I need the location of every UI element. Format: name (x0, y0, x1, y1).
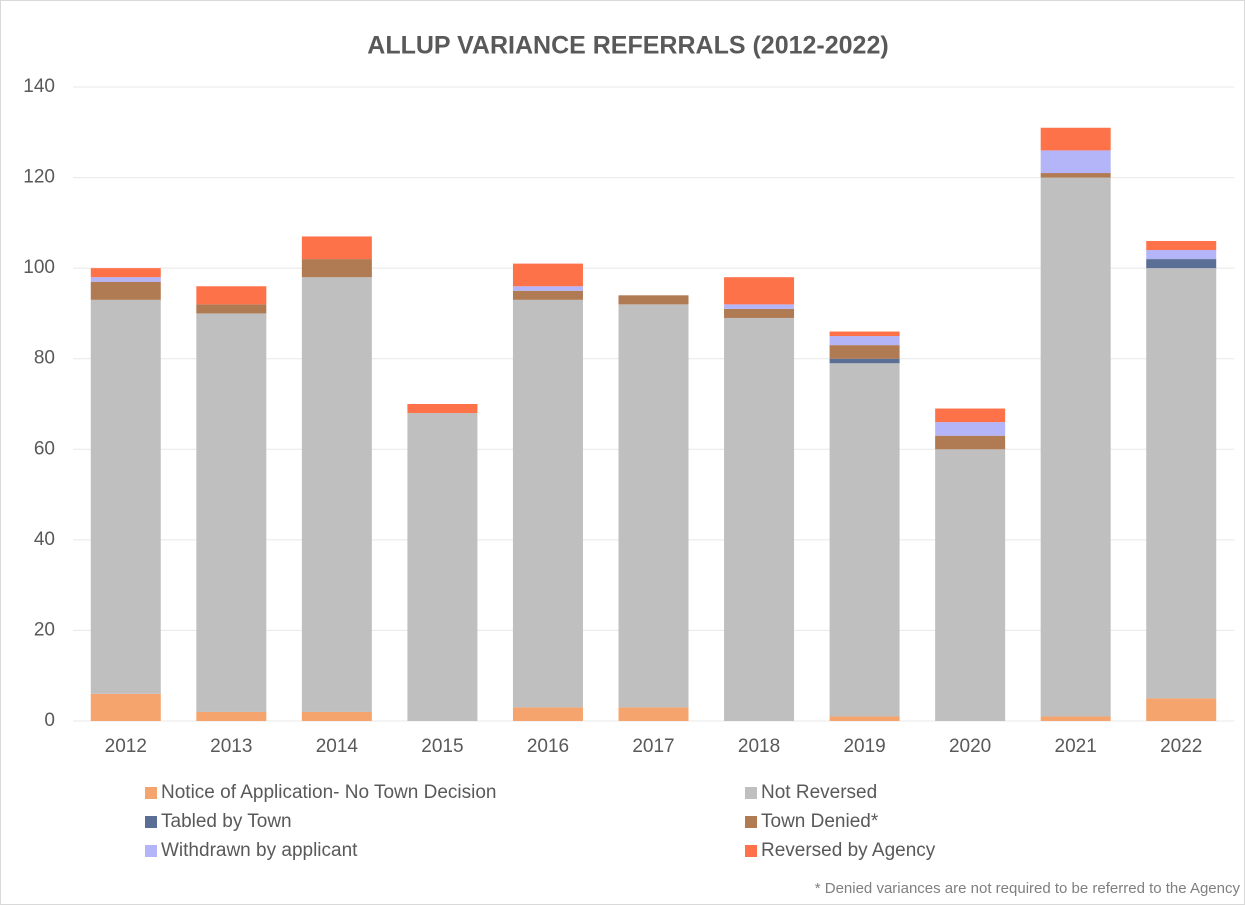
legend-label: Notice of Application- No Town Decision (161, 782, 497, 803)
bar-segment (301, 711, 372, 721)
x-tick-label: 2022 (1160, 736, 1202, 757)
y-tick-label: 120 (23, 167, 55, 188)
bar-segment (512, 290, 583, 300)
legend-label: Withdrawn by applicant (161, 840, 358, 861)
bar-segment (829, 345, 900, 359)
y-tick-label: 20 (34, 619, 55, 640)
bar-segment (301, 236, 372, 260)
bar-segment (1146, 698, 1217, 721)
bar-segment (90, 693, 161, 721)
bar-segment (829, 363, 900, 717)
x-tick-label: 2014 (316, 736, 359, 757)
bar-segment (618, 707, 689, 721)
bar-segment (512, 707, 583, 721)
bar-segment (1146, 259, 1217, 269)
bar-segment (618, 304, 689, 708)
bar-segment (1146, 240, 1217, 251)
bar-segment (829, 336, 900, 346)
bar-segment (90, 277, 161, 282)
bar-segment (829, 716, 900, 721)
bar-segment (724, 277, 795, 305)
x-tick-label: 2016 (527, 736, 569, 757)
bar-segment (90, 268, 161, 278)
y-tick-label: 140 (23, 76, 55, 97)
bar-segment (512, 299, 583, 708)
legend-label: Tabled by Town (161, 811, 292, 832)
bar-segment (512, 263, 583, 287)
x-tick-label: 2017 (632, 736, 674, 757)
legend-swatch (745, 787, 757, 799)
y-tick-label: 80 (34, 348, 55, 369)
bar-segment (1146, 268, 1217, 699)
bar-segment (724, 317, 795, 721)
y-tick-label: 40 (34, 529, 55, 550)
bar-segment (407, 413, 478, 721)
bar-segment (935, 449, 1006, 721)
bar-segment (512, 286, 583, 291)
bar-segment (1146, 250, 1217, 260)
y-tick-label: 100 (23, 257, 55, 278)
x-tick-label: 2021 (1055, 736, 1097, 757)
legend-swatch (745, 816, 757, 828)
x-tick-label: 2018 (738, 736, 780, 757)
legend-swatch (145, 816, 157, 828)
legend-label: Reversed by Agency (761, 840, 936, 861)
legend-swatch (745, 845, 757, 857)
bar-segment (829, 331, 900, 337)
x-tick-label: 2012 (105, 736, 147, 757)
bar-segment (724, 304, 795, 309)
footnote: * Denied variances are not required to b… (815, 880, 1241, 897)
bar-segment (829, 358, 900, 364)
bar-segment (935, 422, 1006, 436)
bar-segment (1040, 177, 1111, 717)
legend-label: Town Denied* (761, 811, 879, 832)
bar-segment (1040, 127, 1111, 151)
legend-swatch (145, 787, 157, 799)
bar-segment (618, 295, 689, 305)
bar-segment (196, 286, 267, 305)
x-tick-label: 2019 (843, 736, 885, 757)
bar-segment (196, 711, 267, 721)
y-tick-label: 0 (44, 710, 55, 731)
x-tick-label: 2020 (949, 736, 991, 757)
legend-label: Not Reversed (761, 782, 877, 803)
bar-segment (301, 277, 372, 712)
chart-title: ALLUP VARIANCE REFERRALS (2012-2022) (367, 32, 888, 60)
bar-segment (90, 299, 161, 694)
bar-segment (935, 435, 1006, 450)
bar-segment (1040, 150, 1111, 174)
bar-segment (407, 404, 478, 414)
x-tick-label: 2013 (210, 736, 252, 757)
bar-segment (196, 304, 267, 314)
y-tick-label: 60 (34, 438, 55, 459)
bar-segment (1040, 716, 1111, 721)
bar-segment (301, 259, 372, 278)
x-tick-label: 2015 (421, 736, 463, 757)
legend-swatch (145, 845, 157, 857)
bar-segment (196, 313, 267, 712)
bar-segment (935, 408, 1006, 423)
bar-segment (90, 281, 161, 300)
bar-segment (1040, 173, 1111, 178)
bar-segment (724, 308, 795, 318)
